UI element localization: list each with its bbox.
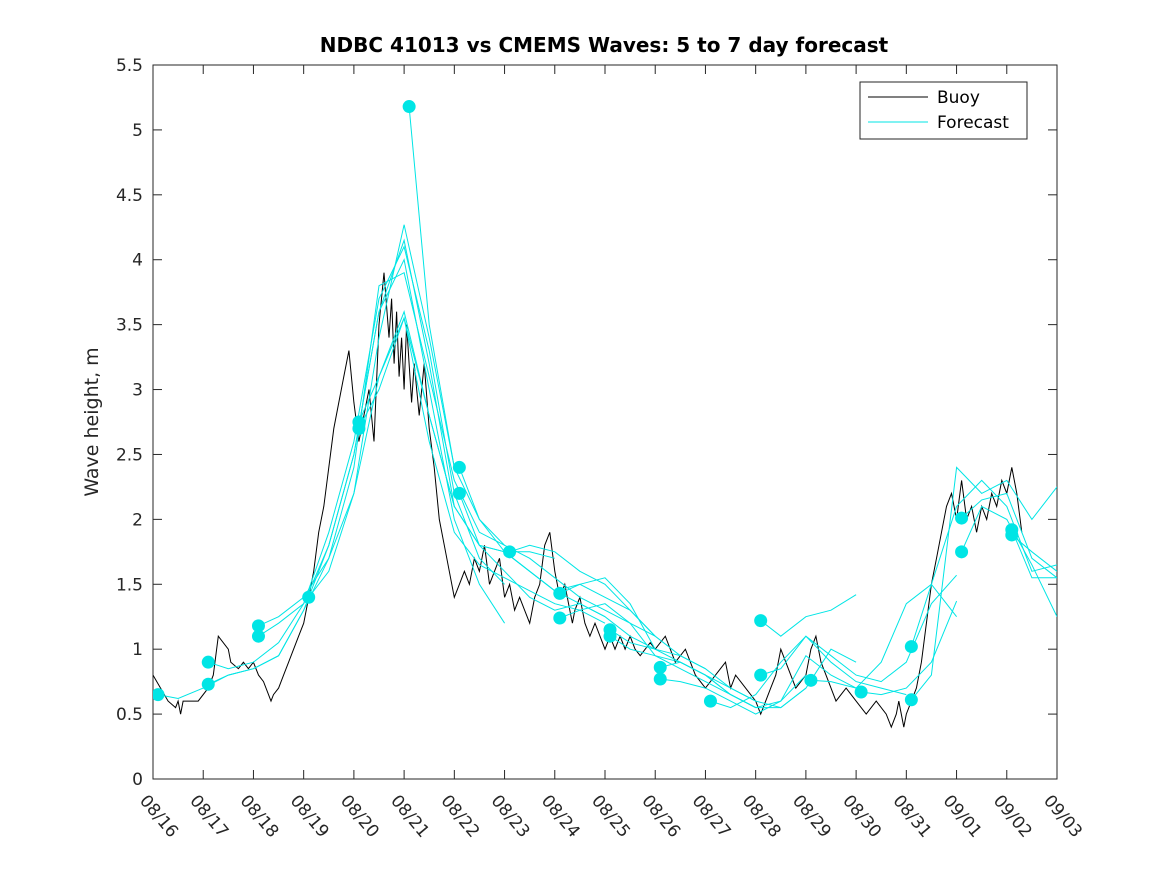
chart-title: NDBC 41013 vs CMEMS Waves: 5 to 7 day fo… xyxy=(320,33,889,57)
forecast-start-point-24 xyxy=(904,640,918,654)
forecast-series-line-12 xyxy=(509,544,706,670)
forecast-series-line-29 xyxy=(1011,534,1057,572)
forecast-start-point-2 xyxy=(201,655,215,669)
forecast-start-point-20 xyxy=(754,668,768,682)
legend-box xyxy=(859,81,1028,140)
forecast-start-point-3 xyxy=(201,677,215,691)
forecast-start-point-10 xyxy=(452,460,466,474)
forecast-start-point-12 xyxy=(503,545,517,559)
y-tick-label: 5.5 xyxy=(116,56,143,76)
forecast-start-point-6 xyxy=(302,590,316,604)
forecast-series-line-26 xyxy=(961,492,1057,579)
y-tick-label: 2.5 xyxy=(116,445,143,465)
forecast-series-line-25 xyxy=(911,466,1057,701)
forecast-series-line-23 xyxy=(861,600,958,696)
forecast-start-point-14 xyxy=(553,611,567,625)
forecast-start-point-18 xyxy=(653,672,667,686)
y-axis-label: Wave height, m xyxy=(81,347,103,496)
forecast-series-line-9 xyxy=(408,106,656,637)
forecast-series-line-17 xyxy=(660,648,857,709)
forecast-start-point-29 xyxy=(1005,528,1019,542)
forecast-series-line-5 xyxy=(258,238,455,637)
forecast-start-point-4 xyxy=(251,619,265,633)
forecast-start-point-17 xyxy=(653,660,667,674)
legend-label-forecast: Forecast xyxy=(937,113,1009,133)
forecast-start-point-19 xyxy=(703,694,717,708)
forecast-start-point-5 xyxy=(251,629,265,643)
y-tick-label: 3.5 xyxy=(116,316,143,336)
forecast-start-point-21 xyxy=(754,614,768,628)
y-tick-label: 0.5 xyxy=(116,705,143,725)
forecast-series-line-24 xyxy=(910,479,1057,647)
forecast-series-line-20 xyxy=(760,574,957,683)
forecast-series-line-27 xyxy=(961,505,1057,617)
forecast-series-line-8 xyxy=(358,316,606,624)
y-tick-label: 2 xyxy=(132,510,143,530)
y-tick-label: 1.5 xyxy=(116,575,143,595)
forecast-series-line-18 xyxy=(660,654,857,715)
forecast-start-point-22 xyxy=(804,673,818,687)
forecast-series-line-28 xyxy=(1011,529,1057,579)
y-tick-label: 4 xyxy=(132,251,143,271)
forecast-start-point-23 xyxy=(854,685,868,699)
y-tick-label: 5 xyxy=(132,121,143,141)
forecast-start-point-13 xyxy=(553,586,567,600)
legend: Buoy Forecast xyxy=(859,81,1028,140)
forecast-start-point-27 xyxy=(955,545,969,559)
buoy-series-line xyxy=(153,272,1023,729)
forecast-start-point-11 xyxy=(452,486,466,500)
forecast-series-line-21 xyxy=(760,594,857,637)
legend-label-buoy: Buoy xyxy=(937,88,980,108)
forecast-start-point-26 xyxy=(955,511,969,525)
y-tick-label: 3 xyxy=(132,381,143,401)
series-layer xyxy=(153,100,1057,729)
forecast-start-point-25 xyxy=(904,693,918,707)
y-tick-label: 0 xyxy=(132,770,143,790)
forecast-start-point-1 xyxy=(153,688,165,702)
y-axis: 0 0.5 1 1.5 2 2.5 3 3.5 4 4.5 5 5.5 xyxy=(116,56,1057,790)
forecast-series-line-11 xyxy=(458,493,656,650)
forecast-start-point-16 xyxy=(603,629,617,643)
y-tick-label: 4.5 xyxy=(116,186,143,206)
plot-frame xyxy=(152,64,1058,780)
y-tick-label: 1 xyxy=(132,640,143,660)
forecast-start-point-9 xyxy=(402,100,416,114)
forecast-start-point-8 xyxy=(352,421,366,435)
plot-area: 00.511.522.533.544.555.5 08/16 08/17 08/18… xyxy=(116,56,1086,842)
